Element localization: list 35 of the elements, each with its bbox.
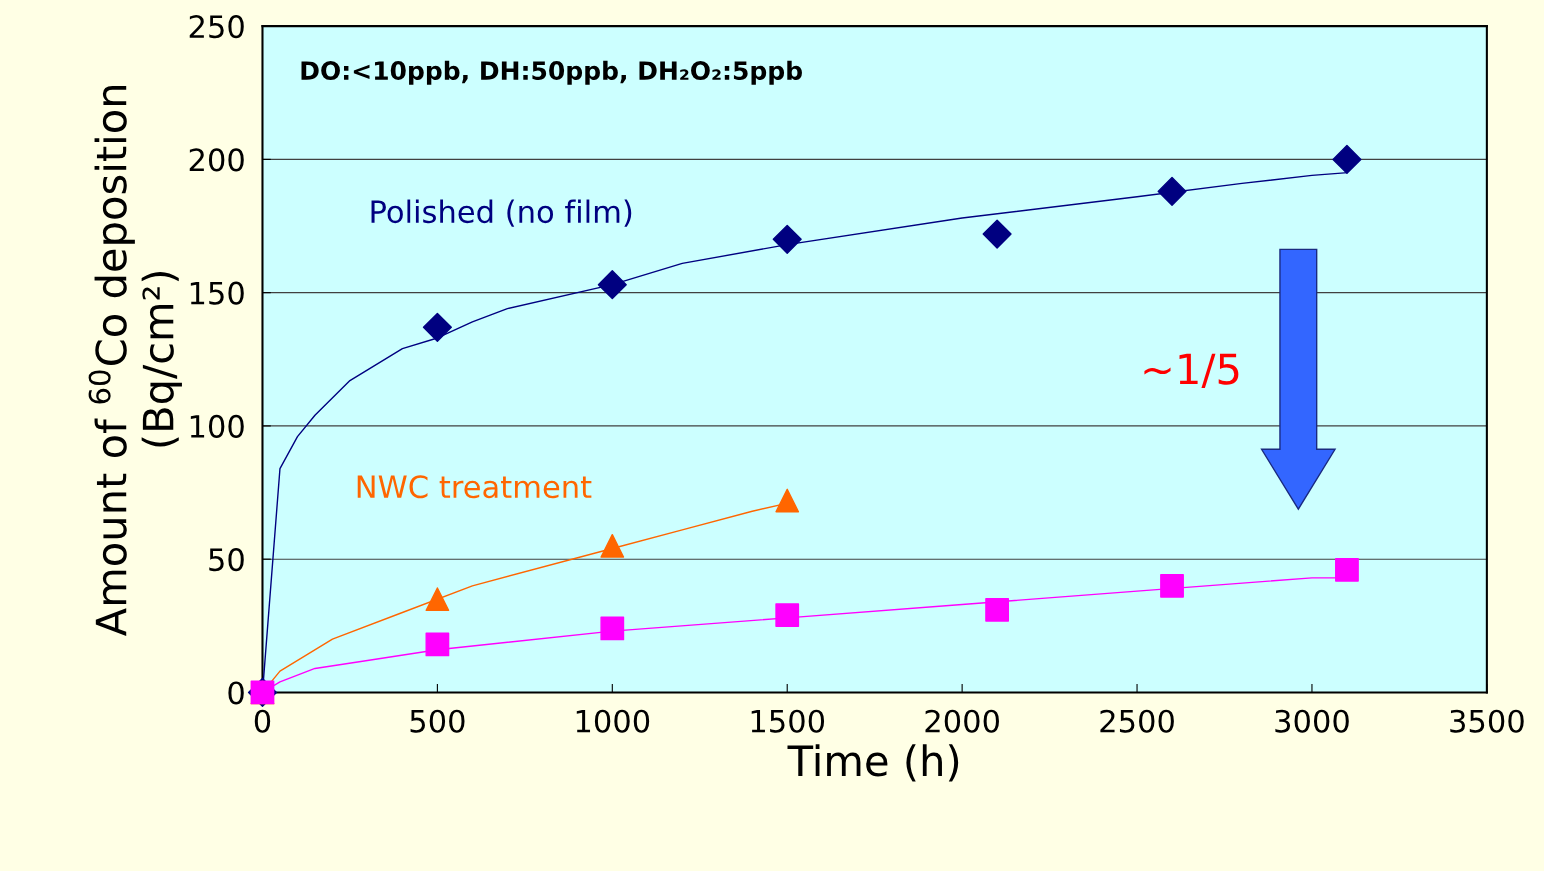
series-label: Polished (no film) — [371, 199, 632, 227]
point — [425, 632, 450, 657]
point — [985, 597, 1010, 622]
point — [422, 312, 452, 342]
x-axis-title: Time (h) — [787, 744, 959, 782]
point — [1160, 573, 1184, 598]
y-axis-title: Amount of $^{60}$Co deposition (Bq/cm²) — [88, 85, 182, 637]
y-tick-label: 200 — [189, 148, 244, 172]
x-tick-label: 500 — [410, 709, 465, 733]
y-tick-label: 250 — [189, 15, 244, 39]
annotation: ∼1/5 — [1144, 353, 1239, 388]
point — [425, 587, 450, 612]
x-tick-label: 2000 — [925, 709, 999, 733]
series-label: NWC treatment — [357, 475, 592, 499]
y-tick-label: 0 — [228, 681, 244, 705]
point — [982, 219, 1012, 249]
point — [1157, 176, 1187, 206]
annotation: DO:<10ppb, DH:50ppb, DH₂O₂:5ppb — [301, 60, 802, 85]
y-tick-label: 150 — [190, 281, 244, 305]
x-tick-label: 2500 — [1100, 709, 1174, 733]
x-tick-label: 1500 — [751, 709, 825, 733]
y-tick-label: 50 — [209, 548, 244, 572]
point — [772, 224, 802, 254]
point — [1335, 557, 1359, 582]
point — [1332, 144, 1362, 174]
point — [775, 488, 800, 513]
point — [775, 603, 800, 628]
point — [600, 616, 625, 641]
x-tick-label: 3500 — [1450, 709, 1524, 733]
y-tick-label: 100 — [190, 414, 244, 438]
x-tick-label: 0 — [254, 709, 271, 733]
x-tick-label: 3000 — [1275, 709, 1349, 733]
x-tick-label: 1000 — [576, 709, 650, 733]
point — [597, 270, 627, 300]
point — [600, 533, 625, 558]
